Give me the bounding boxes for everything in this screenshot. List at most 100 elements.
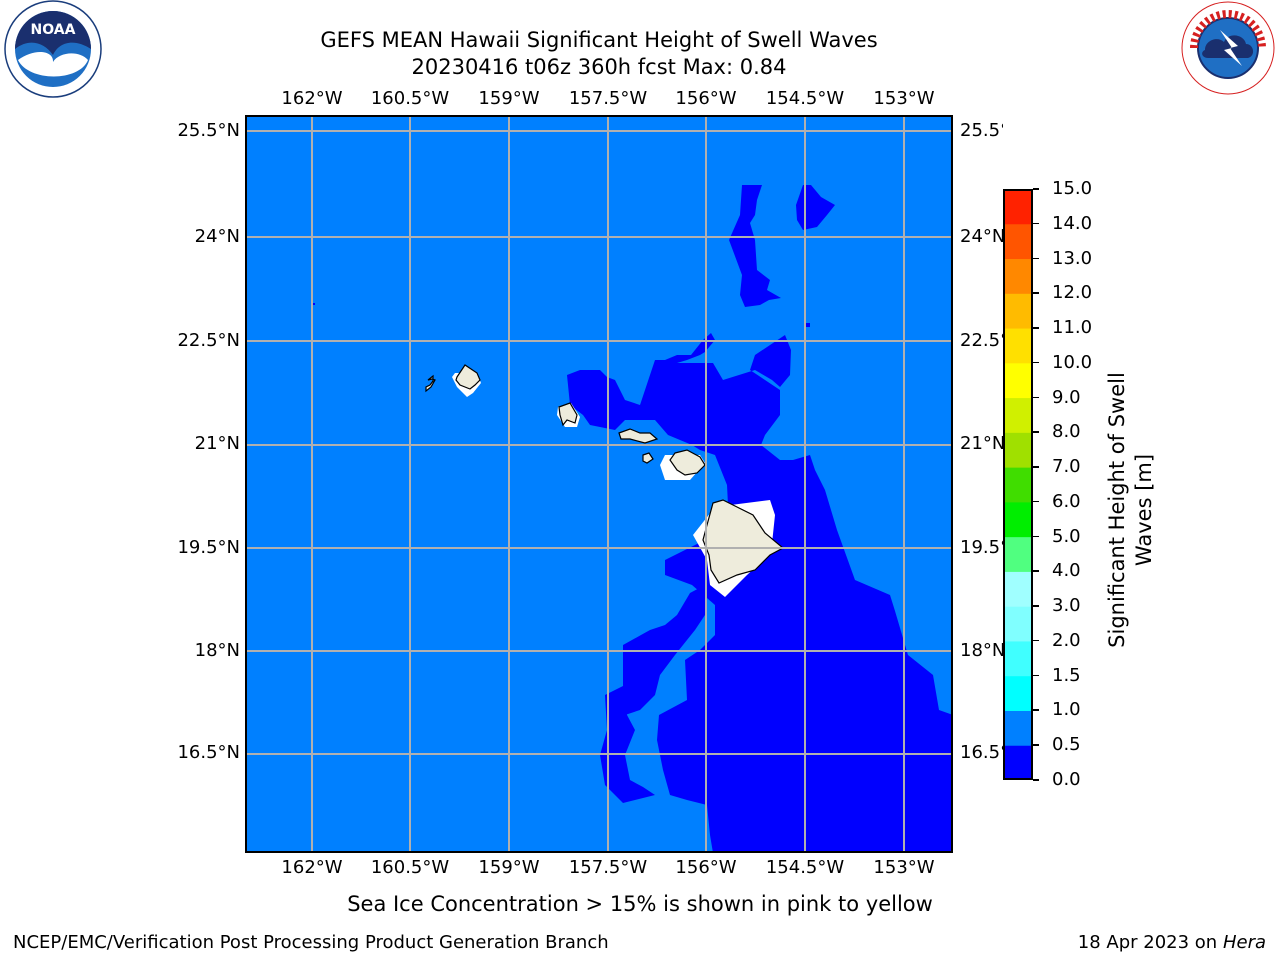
lat-tick-left: 22.5°N <box>177 330 240 351</box>
colorbar-tick-mark <box>1033 466 1039 468</box>
colorbar-tick-mark <box>1033 709 1039 711</box>
colorbar-tick-mark <box>1033 500 1039 503</box>
lat-ticks-right: 25.5°N 24°N 22.5°N 21°N 19.5°N 18°N 16.5… <box>960 115 1003 853</box>
colorbar-segment <box>1003 606 1033 642</box>
colorbar-segment <box>1003 258 1033 294</box>
island-oahu <box>558 402 578 427</box>
colorbar-label-line1: Significant Height of Swell <box>1105 372 1129 648</box>
lon-tick-bottom: 162°W <box>281 857 343 878</box>
colorbar-border <box>1003 189 1033 780</box>
island-maui <box>669 449 706 476</box>
colorbar-ticks: 0.0 0.5 1.0 1.5 2.0 3.0 4.0 5.0 6.0 7.0 8.0 9.0 10.0… <box>1033 0 1100 960</box>
colorbar-tick-mark <box>1033 431 1039 433</box>
colorbar-segment <box>1003 745 1033 781</box>
colorbar-segment <box>1003 328 1033 364</box>
colorbar-tick-mark <box>1033 327 1039 329</box>
colorbar <box>1003 189 1033 781</box>
colorbar-tick-label: 11.0 <box>1052 317 1093 339</box>
sea-ice-note: Sea Ice Concentration > 15% is shown in … <box>347 892 933 916</box>
colorbar-segment <box>1003 189 1033 225</box>
map-border <box>245 115 953 853</box>
chart-subtitle: 20230416 t06z 360h fcst Max: 0.84 <box>411 55 787 79</box>
lon-tick-bottom: 156°W <box>675 857 737 878</box>
colorbar-tick-label: 0.0 <box>1052 769 1081 790</box>
colorbar-tick-label: 3.0 <box>1052 595 1081 617</box>
colorbar-segment <box>1003 362 1033 399</box>
lon-tick-top: 160.5°W <box>370 88 450 109</box>
lon-tick-bottom: 157.5°W <box>568 857 648 878</box>
nws-logo <box>1180 0 1276 96</box>
lon-tick-top: 162°W <box>281 88 343 109</box>
colorbar-tick-mark <box>1033 570 1039 572</box>
colorbar-tick-mark <box>1033 674 1039 677</box>
lon-tick-top: 154.5°W <box>765 88 845 109</box>
chart-title: GEFS MEAN Hawaii Significant Height of S… <box>320 28 878 52</box>
lon-tick-top: 156°W <box>675 88 737 109</box>
colorbar-segment <box>1003 432 1033 468</box>
noaa-logo: NOAA <box>4 0 102 98</box>
colorbar-tick-mark <box>1033 361 1039 364</box>
colorbar-tick-label: 1.0 <box>1052 699 1081 721</box>
lon-tick-top: 157.5°W <box>568 88 648 109</box>
colorbar-tick-label: 8.0 <box>1052 421 1081 443</box>
colorbar-segment <box>1003 501 1033 538</box>
lat-tick-left: 21°N <box>194 433 240 454</box>
lat-tick-right: 18°N <box>960 640 1003 661</box>
lat-tick-right: 24°N <box>960 226 1003 247</box>
colorbar-label-line2: Waves [m] <box>1132 453 1156 567</box>
colorbar-tick-label: 14.0 <box>1052 212 1093 234</box>
lat-tick-right: 22.5°N <box>960 330 1003 351</box>
colorbar-tick-label: 1.5 <box>1052 664 1081 686</box>
footer-credit: NCEP/EMC/Verification Post Processing Pr… <box>13 932 609 953</box>
footer-date-text: 18 Apr 2023 on <box>1077 932 1223 953</box>
lon-tick-top: 159°W <box>478 88 540 109</box>
colorbar-tick-label: 13.0 <box>1052 247 1093 269</box>
colorbar-tick-label: 4.0 <box>1052 560 1081 582</box>
island-molokai <box>618 428 659 444</box>
colorbar-tick-mark <box>1033 292 1039 294</box>
colorbar-segment <box>1003 293 1033 329</box>
lat-tick-left: 16.5°N <box>177 742 240 763</box>
colorbar-tick-label: 12.0 <box>1052 282 1093 304</box>
lat-tick-left: 24°N <box>194 226 240 247</box>
lat-tick-left: 18°N <box>194 640 240 661</box>
lon-tick-top: 153°W <box>873 88 935 109</box>
colorbar-tick-label: 9.0 <box>1052 386 1081 408</box>
colorbar-segment <box>1003 571 1033 607</box>
lat-tick-left: 19.5°N <box>177 537 240 558</box>
lat-tick-right: 19.5°N <box>960 537 1003 558</box>
colorbar-segment <box>1003 640 1033 677</box>
colorbar-tick-mark <box>1033 396 1039 399</box>
footer-host: Hera <box>1222 932 1266 953</box>
lat-tick-right: 21°N <box>960 433 1003 454</box>
lon-tick-bottom: 159°W <box>478 857 540 878</box>
colorbar-segment <box>1003 397 1033 433</box>
island-niihau <box>425 374 436 393</box>
colorbar-segment <box>1003 223 1033 260</box>
colorbar-tick-label: 2.0 <box>1052 629 1081 651</box>
lon-tick-bottom: 154.5°W <box>765 857 845 878</box>
colorbar-segment <box>1003 675 1033 711</box>
colorbar-tick-mark <box>1033 188 1039 190</box>
colorbar-tick-mark <box>1033 744 1039 746</box>
colorbar-tick-mark <box>1033 222 1039 225</box>
map-plot <box>245 115 953 853</box>
lat-tick-left: 25.5°N <box>177 120 240 141</box>
colorbar-segment <box>1003 536 1033 572</box>
colorbar-tick-mark <box>1033 605 1039 607</box>
colorbar-tick-mark <box>1033 535 1039 538</box>
colorbar-segment <box>1003 710 1033 746</box>
footer-date: 18 Apr 2023 on Hera <box>1078 932 1266 954</box>
island-kauai <box>455 364 481 390</box>
colorbar-tick-mark <box>1033 639 1039 642</box>
colorbar-tick-label: 0.5 <box>1052 734 1081 756</box>
islands <box>425 364 785 584</box>
colorbar-tick-label: 10.0 <box>1052 351 1093 373</box>
noaa-logo-text: NOAA <box>31 22 76 38</box>
colorbar-tick-label: 15.0 <box>1052 178 1093 199</box>
lon-tick-bottom: 160.5°W <box>370 857 450 878</box>
colorbar-tick-label: 5.0 <box>1052 525 1081 547</box>
colorbar-tick-label: 6.0 <box>1052 490 1081 512</box>
colorbar-segment <box>1003 467 1033 503</box>
lat-tick-right: 25.5°N <box>960 120 1003 141</box>
